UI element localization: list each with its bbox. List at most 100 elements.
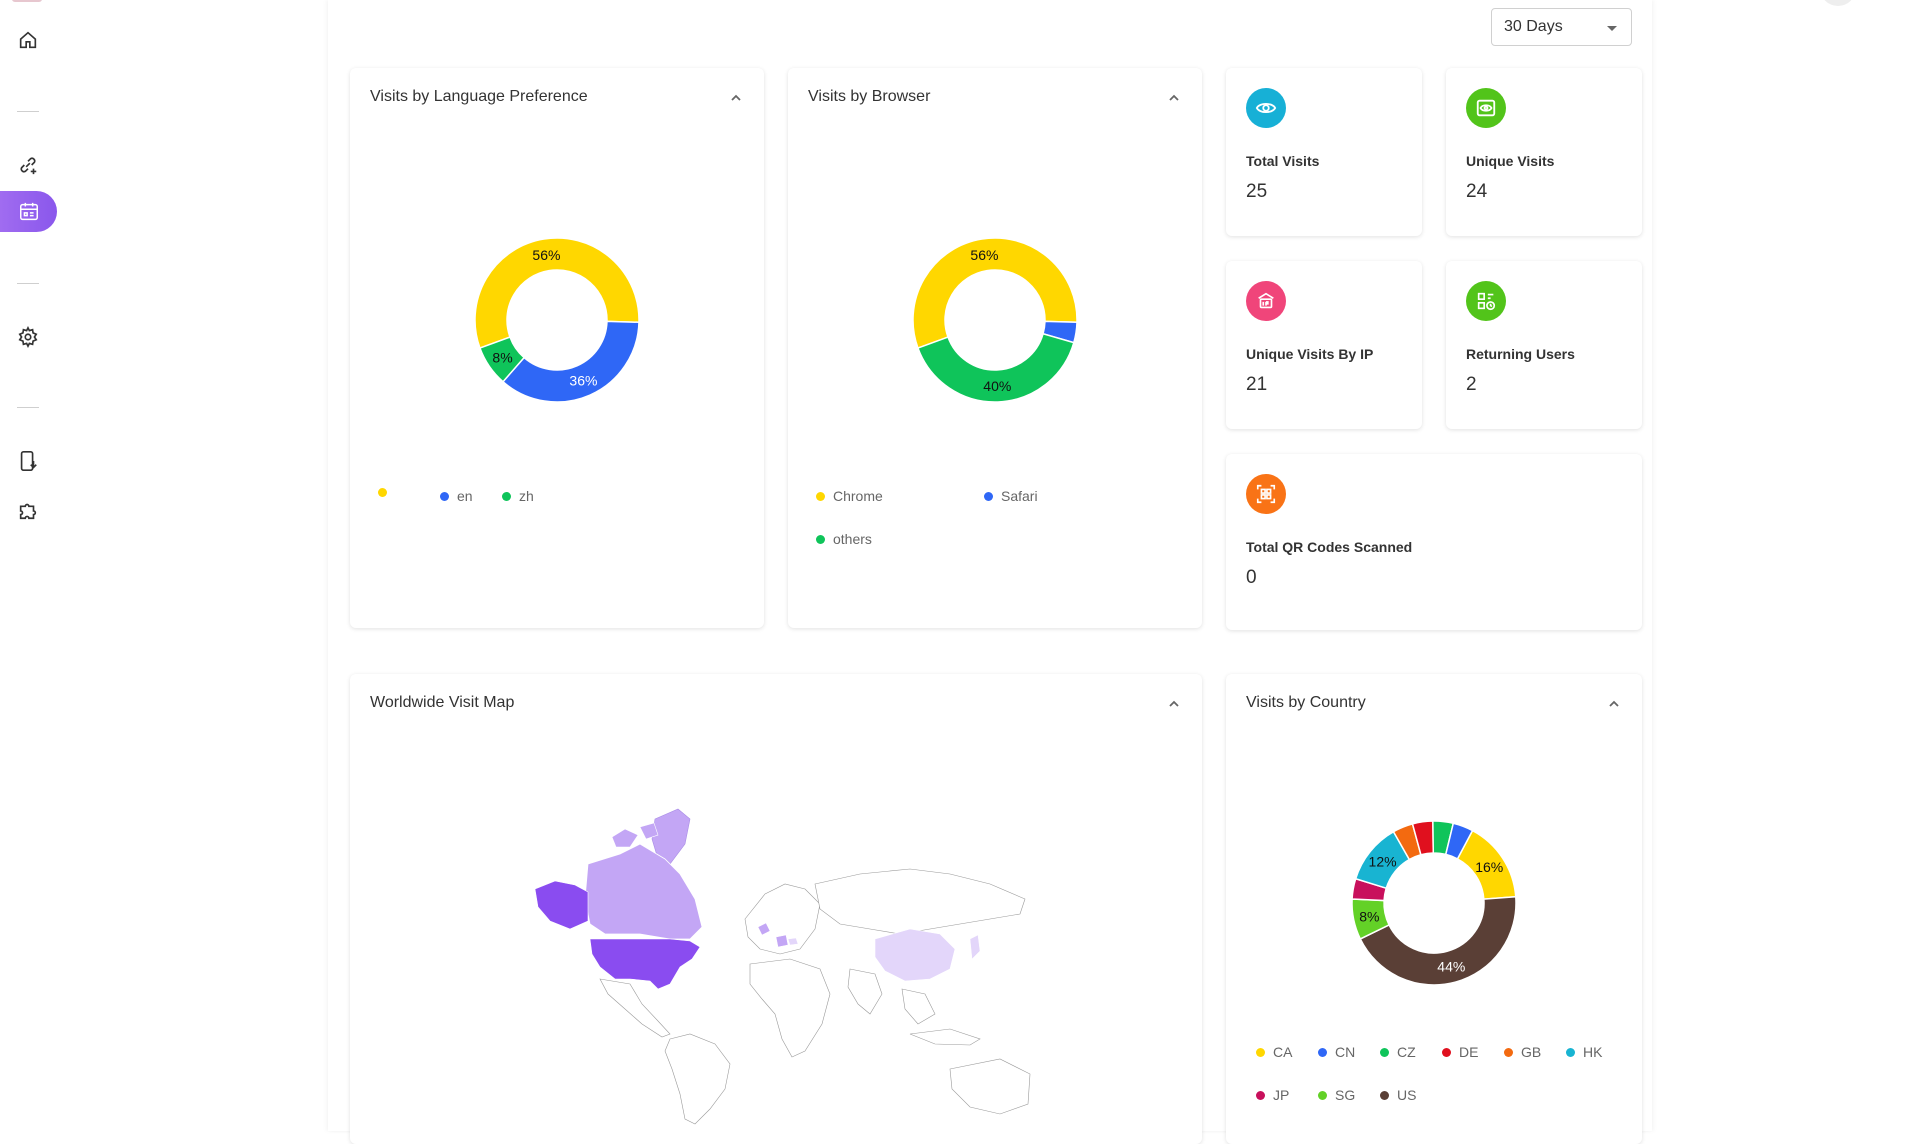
legend-label: CZ [1397,1044,1416,1060]
chevron-up-icon[interactable] [1166,90,1182,106]
qr-calendar-icon [19,202,38,220]
legend-item[interactable]: Safari [984,488,1038,504]
map-region-de[interactable] [775,934,789,948]
legend-label: SG [1335,1087,1356,1103]
donut-data-label: 56% [532,247,560,263]
stat-value: 24 [1466,181,1488,202]
map-region-arctic-islands[interactable] [639,822,659,840]
date-range-select[interactable]: 30 Days [1491,8,1632,46]
link-add-icon[interactable] [12,149,44,181]
legend-item[interactable]: others [816,531,872,547]
donut-slice-others[interactable] [916,332,1075,403]
legend-item-de[interactable]: DE [1442,1044,1478,1060]
donut-slice-us[interactable] [1359,895,1517,986]
legend-item-us[interactable]: US [1380,1087,1416,1103]
donut-slice-cn[interactable] [1444,822,1474,860]
legend-dot [816,491,825,501]
unique-ip-card: Unique Visits By IP 21 [1226,261,1422,429]
chevron-up-icon[interactable] [1606,696,1622,712]
legend-item[interactable]: en [440,488,473,504]
legend-item[interactable] [378,488,395,497]
donut-slice-zh[interactable] [478,336,526,383]
world-map-card: Worldwide Visit Map [350,674,1202,1144]
legend-dot [1318,1090,1327,1100]
donut-slice-unknown[interactable] [474,237,640,350]
donut-slice-chrome[interactable] [912,237,1078,350]
legend-label: zh [519,488,534,504]
map-region-gb[interactable] [757,922,771,936]
legend-dot [1256,1090,1265,1100]
language-card: Visits by Language Preference 56% 36% 8% e… [350,68,764,628]
map-region-usa[interactable] [589,938,701,990]
map-region-india[interactable] [847,968,883,1015]
donut-data-label: 8% [1359,908,1379,924]
map-region-greenland[interactable] [651,808,691,865]
stat-label: Total QR Codes Scanned [1246,539,1413,555]
map-region-alaska[interactable] [534,880,589,930]
legend-dot [1442,1047,1451,1057]
legend-dot [1380,1090,1389,1100]
map-region-indonesia[interactable] [909,1028,981,1046]
map-region-japan[interactable] [969,934,981,960]
stat-value: 2 [1466,374,1477,395]
legend-item[interactable]: zh [502,488,534,504]
sidebar-item-qr-analytics[interactable] [0,191,57,232]
map-region-south-america[interactable] [664,1033,731,1125]
map-region-mexico[interactable] [599,978,671,1038]
sidebar [0,0,57,1131]
eye-frame-icon [1466,88,1506,128]
map-region-europe[interactable] [744,883,821,955]
puzzle-icon[interactable] [12,494,44,526]
legend-item-jp[interactable]: JP [1256,1087,1289,1103]
legend-dot [816,534,825,544]
legend-item-gb[interactable]: GB [1504,1044,1541,1060]
map-region-canada[interactable] [584,843,703,940]
country-legend: CA CN CZ DE GB HK JP SG US [1256,1044,1636,1124]
language-legend: en zh [378,488,758,568]
gear-icon[interactable] [12,321,44,353]
legend-item-sg[interactable]: SG [1318,1087,1355,1103]
map-region-australia[interactable] [949,1058,1031,1115]
legend-item-ca[interactable]: CA [1256,1044,1292,1060]
stat-label: Total Visits [1246,153,1320,169]
mobile-download-icon[interactable] [12,445,44,477]
map-region-russia[interactable] [814,868,1026,935]
legend-item-hk[interactable]: HK [1566,1044,1602,1060]
stat-label: Unique Visits By IP [1246,346,1374,362]
avatar[interactable] [1820,0,1856,6]
legend-item-cn[interactable]: CN [1318,1044,1355,1060]
map-region-arctic-islands[interactable] [611,828,639,848]
map-region-china[interactable] [874,928,956,982]
country-card: Visits by Country 16% 44% 8% 12% CA CN CZ DE GB… [1226,674,1642,1144]
donut-slice-en[interactable] [501,320,640,403]
map-region-se-asia[interactable] [901,988,936,1025]
legend-item-cz[interactable]: CZ [1380,1044,1416,1060]
legend-dot [378,488,387,497]
map-region-cz[interactable] [787,937,799,946]
card-title: Visits by Browser [808,88,931,105]
chevron-up-icon[interactable] [1166,696,1182,712]
legend-label: JP [1273,1087,1290,1103]
donut-data-label: 12% [1369,854,1397,870]
ip-icon [1246,281,1286,321]
donut-data-label: 16% [1475,859,1503,875]
legend-label: others [833,531,872,547]
legend-label: CN [1335,1044,1356,1060]
unique-visits-card: Unique Visits 24 [1446,68,1642,236]
legend-label: CA [1273,1044,1293,1060]
date-range-value: 30 Days [1504,18,1563,35]
map-region-africa[interactable] [749,958,831,1058]
legend-label: Safari [1001,488,1038,504]
legend-label: Chrome [833,488,883,504]
world-map[interactable] [530,789,1050,1129]
browser-legend: Chrome Safari others [816,488,1196,568]
legend-dot [984,491,993,501]
caret-down-icon [1607,26,1617,31]
qr-code-icon [1246,474,1286,514]
legend-item[interactable]: Chrome [816,488,883,504]
legend-dot [1256,1047,1265,1057]
donut-data-label: 44% [1437,959,1465,975]
card-title: Visits by Language Preference [370,88,588,105]
home-icon[interactable] [12,24,44,56]
chevron-up-icon[interactable] [728,90,744,106]
